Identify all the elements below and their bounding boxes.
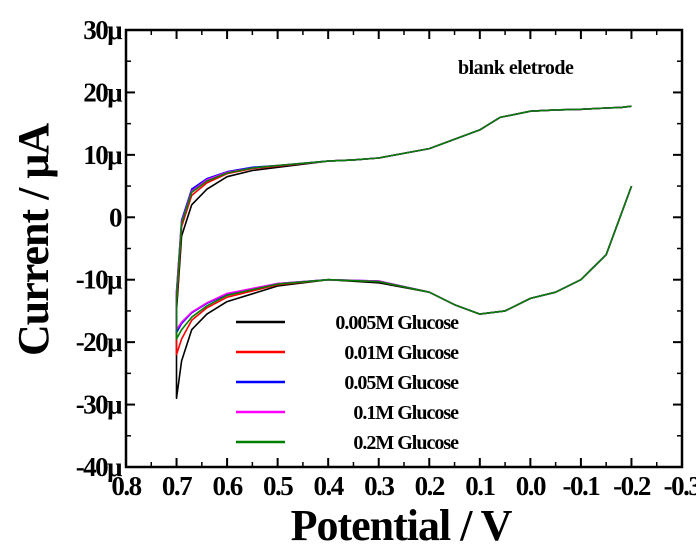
legend-label: 0.01M Glucose	[344, 342, 459, 364]
x-tick-label: 0.1	[465, 471, 495, 501]
x-tick-label: 0.8	[111, 471, 141, 501]
y-tick-label: -40μ	[76, 452, 122, 482]
series-line	[175, 105, 633, 340]
series-line	[175, 105, 633, 334]
legend-label: 0.1M Glucose	[353, 402, 459, 424]
x-tick-label: 0.5	[263, 471, 293, 501]
x-axis-title: Potential / V	[291, 501, 513, 550]
y-tick-label: 20μ	[83, 77, 122, 107]
x-tick-label: 0.4	[314, 471, 344, 501]
y-axis-title: Current / μA	[9, 123, 58, 356]
x-tick-label: 0.0	[516, 471, 546, 501]
x-tick-label: 0.6	[212, 471, 242, 501]
y-tick-label: -30μ	[76, 390, 122, 420]
legend-label: 0.005M Glucose	[335, 312, 459, 334]
y-tick-label: 10μ	[83, 140, 122, 170]
x-tick-label: 0.2	[415, 471, 445, 501]
series-layer	[175, 105, 633, 400]
y-tick-label: 30μ	[83, 15, 122, 45]
chart-annotation: blank eletrode	[458, 57, 574, 79]
legend-label: 0.05M Glucose	[344, 372, 459, 394]
x-tick-label: -0.2	[613, 471, 651, 501]
legend-label: 0.2M Glucose	[353, 432, 459, 454]
y-tick-label: -10μ	[76, 265, 122, 295]
x-tick-label: -0.1	[563, 471, 601, 501]
x-tick-label: 0.7	[162, 471, 192, 501]
x-tick-label: -0.3	[664, 471, 696, 501]
y-tick-label: 0	[109, 202, 122, 232]
legend: 0.005M Glucose 0.01M Glucose 0.05M Glucose…	[236, 312, 460, 454]
x-tick-label: 0.3	[364, 471, 394, 501]
ticks-layer: 0.8 0.7 0.6 0.5 0.4 0.3 0.2 0.1 0.0 -0.1 -0.2 -0.3 -…	[76, 15, 696, 501]
y-tick-label: -20μ	[76, 327, 122, 357]
